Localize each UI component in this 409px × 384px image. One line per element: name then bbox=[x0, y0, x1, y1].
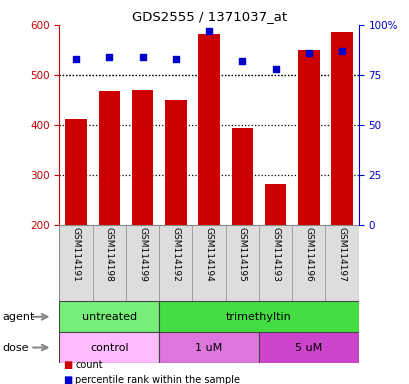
Bar bbox=[92, 225, 126, 301]
Text: GSM114198: GSM114198 bbox=[105, 227, 114, 282]
Text: ■: ■ bbox=[63, 375, 73, 384]
Point bbox=[205, 28, 212, 34]
Bar bbox=[258, 225, 292, 301]
Point bbox=[139, 54, 146, 60]
Point bbox=[338, 48, 344, 54]
Bar bbox=[159, 301, 358, 332]
Text: control: control bbox=[90, 343, 128, 353]
Text: ■: ■ bbox=[63, 360, 73, 370]
Point bbox=[272, 66, 278, 72]
Text: percentile rank within the sample: percentile rank within the sample bbox=[75, 375, 239, 384]
Text: GSM114193: GSM114193 bbox=[270, 227, 279, 282]
Bar bbox=[231, 128, 252, 225]
Point bbox=[106, 54, 112, 60]
Bar bbox=[65, 119, 87, 225]
Point bbox=[172, 56, 179, 62]
Bar bbox=[297, 50, 319, 225]
Point bbox=[73, 56, 79, 62]
Bar bbox=[192, 225, 225, 301]
Text: GSM114196: GSM114196 bbox=[303, 227, 312, 282]
Text: GSM114197: GSM114197 bbox=[337, 227, 346, 282]
Bar bbox=[264, 184, 286, 225]
Bar bbox=[159, 332, 258, 363]
Text: agent: agent bbox=[2, 312, 34, 322]
Bar bbox=[292, 225, 325, 301]
Text: trimethyltin: trimethyltin bbox=[225, 312, 291, 322]
Bar bbox=[159, 225, 192, 301]
Bar bbox=[165, 100, 186, 225]
Text: dose: dose bbox=[2, 343, 29, 353]
Bar bbox=[258, 332, 358, 363]
Bar bbox=[131, 90, 153, 225]
Text: untreated: untreated bbox=[81, 312, 137, 322]
Point bbox=[305, 50, 311, 56]
Text: GSM114195: GSM114195 bbox=[237, 227, 246, 282]
Text: 5 uM: 5 uM bbox=[294, 343, 322, 353]
Bar bbox=[225, 225, 258, 301]
Bar bbox=[198, 34, 219, 225]
Text: count: count bbox=[75, 360, 102, 370]
Text: GSM114194: GSM114194 bbox=[204, 227, 213, 282]
Bar bbox=[126, 225, 159, 301]
Bar bbox=[98, 91, 120, 225]
Bar bbox=[325, 225, 358, 301]
Bar bbox=[330, 33, 352, 225]
Bar bbox=[59, 301, 159, 332]
Bar bbox=[59, 332, 159, 363]
Text: GSM114191: GSM114191 bbox=[72, 227, 81, 282]
Bar bbox=[59, 225, 92, 301]
Point bbox=[238, 58, 245, 64]
Text: GDS2555 / 1371037_at: GDS2555 / 1371037_at bbox=[131, 10, 286, 23]
Text: GSM114192: GSM114192 bbox=[171, 227, 180, 282]
Text: 1 uM: 1 uM bbox=[195, 343, 222, 353]
Text: GSM114199: GSM114199 bbox=[138, 227, 147, 282]
